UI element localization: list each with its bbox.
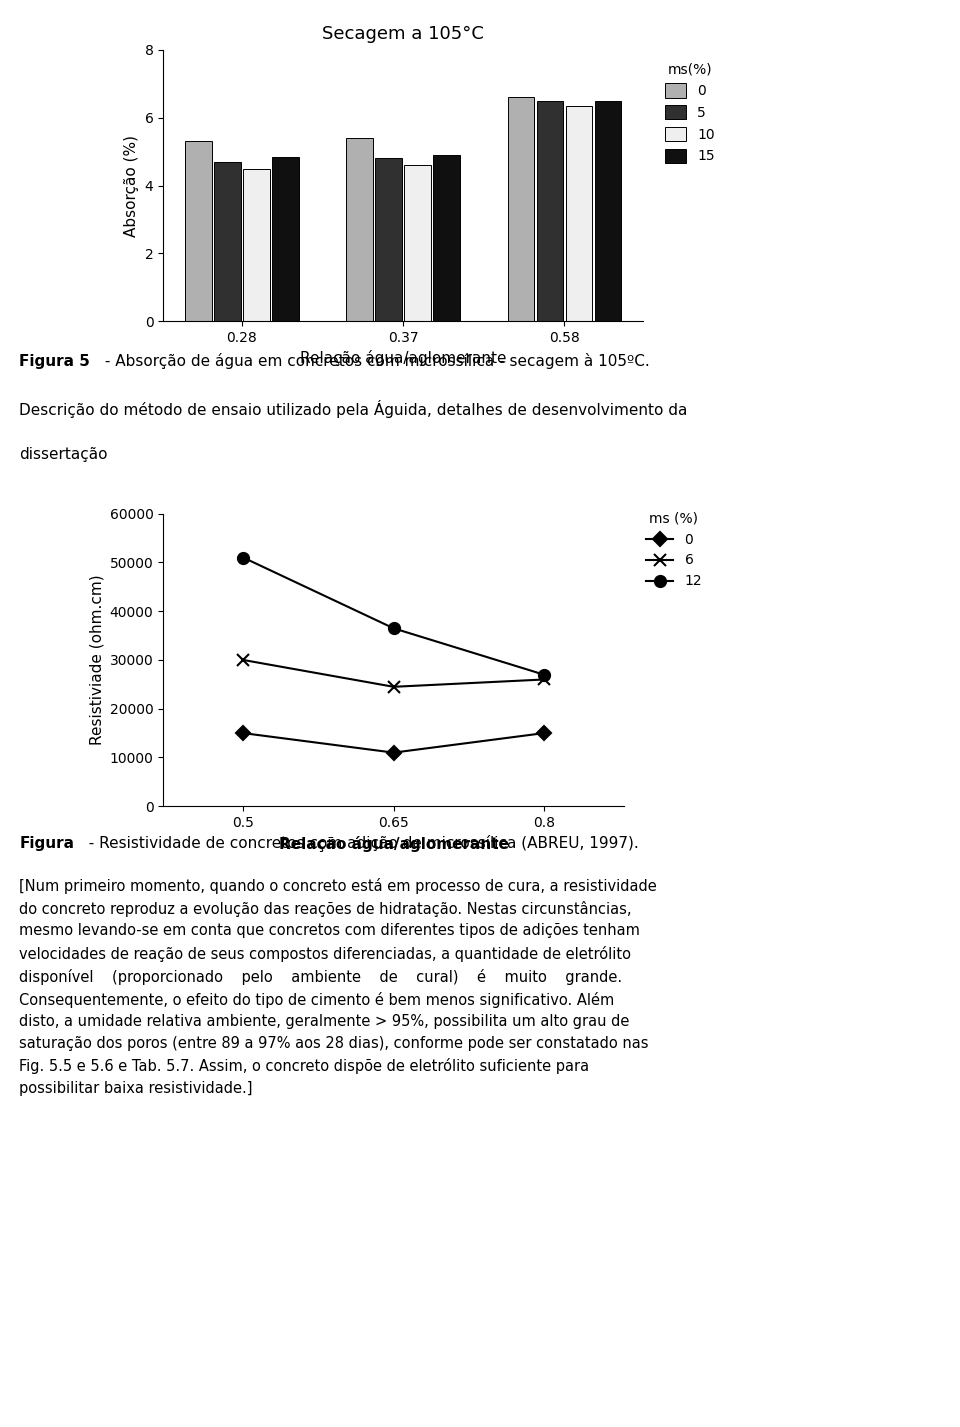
0 — [237, 725, 249, 742]
12 — [388, 619, 399, 636]
Bar — [594, 101, 621, 321]
Bar — [243, 168, 270, 321]
6 — [539, 671, 550, 688]
Bar — [272, 157, 299, 321]
Bar — [537, 101, 564, 321]
Line: 6: 6 — [237, 654, 550, 694]
0 — [539, 725, 550, 742]
Bar — [347, 138, 373, 321]
Bar — [375, 158, 402, 321]
Y-axis label: Resistiviade (ohm.cm): Resistiviade (ohm.cm) — [89, 575, 104, 745]
Text: dissertação: dissertação — [19, 447, 108, 462]
Text: Figura: Figura — [19, 836, 74, 850]
X-axis label: Relação água/aglomerante: Relação água/aglomerante — [300, 351, 507, 367]
12 — [539, 666, 550, 684]
Text: [Num primeiro momento, quando o concreto está em processo de cura, a resistivida: [Num primeiro momento, quando o concreto… — [19, 878, 657, 1096]
0 — [388, 743, 399, 761]
Title: Secagem a 105°C: Secagem a 105°C — [323, 24, 484, 43]
Bar — [508, 97, 535, 321]
Text: - Absorção de água em concretos com microssílica - secagem à 105ºC.: - Absorção de água em concretos com micr… — [100, 352, 650, 370]
Line: 0: 0 — [238, 728, 549, 758]
Bar — [433, 156, 460, 321]
Line: 12: 12 — [238, 552, 549, 681]
Bar — [185, 141, 212, 321]
Bar — [214, 161, 241, 321]
6 — [237, 651, 249, 668]
6 — [388, 678, 399, 695]
12 — [237, 549, 249, 567]
Bar — [565, 106, 592, 321]
X-axis label: Relação água/aglomerante: Relação água/aglomerante — [278, 836, 509, 852]
Legend: 0, 5, 10, 15: 0, 5, 10, 15 — [660, 57, 720, 168]
Legend: 0, 6, 12: 0, 6, 12 — [640, 507, 708, 594]
Text: Descrição do método de ensaio utilizado pela Águida, detalhes de desenvolvimento: Descrição do método de ensaio utilizado … — [19, 400, 687, 418]
Y-axis label: Absorção (%): Absorção (%) — [124, 134, 139, 237]
Text: Figura 5: Figura 5 — [19, 354, 90, 368]
Bar — [404, 166, 431, 321]
Text: - Resistividade de concretos com adição de microssílica (ABREU, 1997).: - Resistividade de concretos com adição … — [79, 835, 638, 852]
